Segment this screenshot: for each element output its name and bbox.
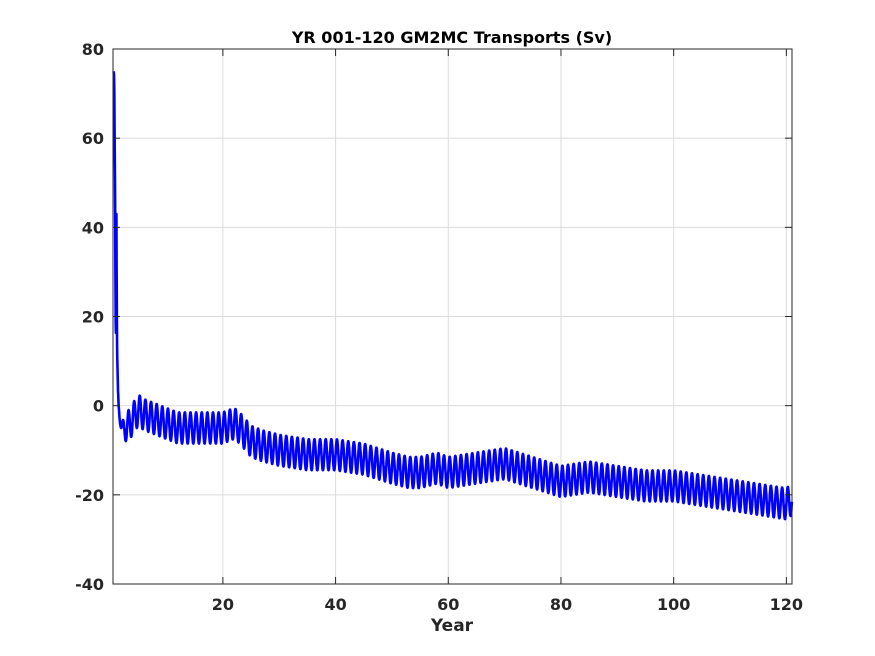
y-tick-label: 80: [82, 40, 104, 59]
x-tick-label: 40: [324, 595, 346, 614]
x-tick-label: 120: [770, 595, 803, 614]
y-tick-label: -20: [75, 486, 104, 505]
series-group: [112, 71, 794, 521]
series-line: [112, 71, 794, 521]
x-axis-label: Year: [430, 616, 474, 636]
y-tick-labels: -40 -20 0 20 40 60 80: [75, 40, 104, 594]
x-tick-labels: 20 40 60 80 100 120: [212, 595, 803, 614]
x-tick-label: 80: [550, 595, 572, 614]
tick-marks: [113, 48, 792, 585]
x-tick-label: 20: [212, 595, 234, 614]
chart-title: YR 001-120 GM2MC Transports (Sv): [291, 28, 612, 47]
y-tick-label: 0: [93, 397, 104, 416]
x-tick-label: 60: [437, 595, 459, 614]
y-tick-label: 20: [82, 308, 104, 327]
y-tick-label: 40: [82, 218, 104, 237]
y-tick-label: 60: [82, 129, 104, 148]
y-tick-label: -40: [75, 575, 104, 594]
x-tick-label: 100: [657, 595, 690, 614]
